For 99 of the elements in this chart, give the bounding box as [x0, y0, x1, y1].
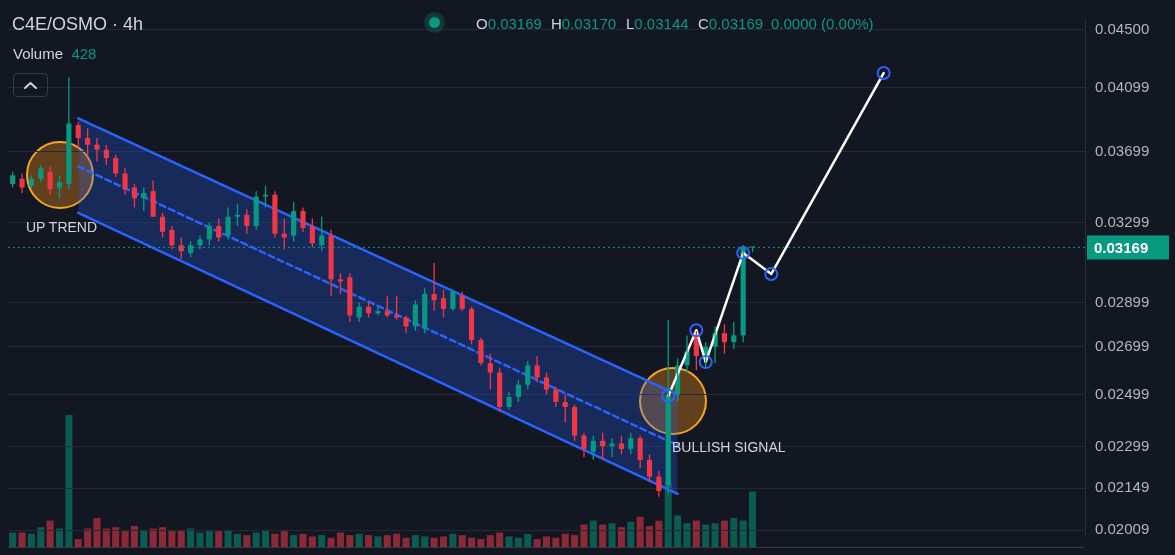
- bar: [458, 535, 466, 547]
- bar: [37, 527, 45, 547]
- bar: [599, 524, 607, 547]
- bar: [580, 524, 588, 547]
- bar: [589, 520, 597, 547]
- bar: [318, 535, 326, 547]
- bar: [739, 520, 747, 547]
- bar: [65, 415, 73, 547]
- bar: [308, 536, 316, 547]
- bar: [112, 527, 120, 547]
- bar: [159, 527, 167, 547]
- bar: [402, 537, 410, 547]
- bar: [702, 524, 710, 547]
- bar: [243, 535, 251, 547]
- chart-title: C4E/OSMO · 4h: [12, 14, 144, 34]
- bar: [552, 537, 560, 547]
- y-tick-label: 0.02149: [1095, 478, 1150, 496]
- bar: [140, 529, 148, 547]
- bar: [374, 536, 382, 547]
- bar: [280, 531, 288, 547]
- bar: [346, 535, 354, 547]
- bar: [187, 528, 195, 547]
- bar: [84, 528, 92, 547]
- bar: [290, 535, 298, 547]
- annotation: O0.03169: [476, 15, 542, 32]
- bar: [336, 532, 344, 547]
- annotation: BULLISH SIGNAL: [672, 439, 786, 455]
- bar: [468, 537, 476, 547]
- bar: [636, 516, 644, 547]
- y-tick-label: 0.03699: [1095, 141, 1150, 159]
- bar: [27, 533, 35, 547]
- bar: [262, 529, 270, 547]
- bar: [411, 535, 419, 547]
- bar: [627, 521, 635, 547]
- bar: [93, 517, 101, 547]
- bar: [233, 533, 241, 547]
- bar: [393, 533, 401, 547]
- bar: [327, 537, 335, 547]
- bar: [430, 537, 438, 547]
- bar: [383, 535, 391, 547]
- y-tick-label: 0.03299: [1095, 212, 1150, 230]
- y-tick-label: 0.02009: [1095, 520, 1150, 538]
- bar: [130, 525, 138, 547]
- bar: [730, 517, 738, 547]
- bar: [608, 523, 616, 547]
- bar: [365, 535, 373, 547]
- bar: [421, 536, 429, 547]
- bar: [683, 523, 691, 547]
- bar: [486, 535, 494, 547]
- annotation: Volume 428: [13, 45, 97, 62]
- y-tick-label: 0.02899: [1095, 292, 1150, 310]
- bar: [271, 533, 279, 547]
- annotation: UP TREND: [26, 219, 98, 235]
- bar: [215, 531, 223, 547]
- bar: [56, 528, 64, 547]
- bar: [542, 536, 551, 547]
- bar: [674, 515, 682, 547]
- bar: [617, 527, 625, 547]
- bar: [299, 533, 307, 547]
- annotation: C0.03169: [698, 15, 764, 32]
- bar: [355, 533, 363, 547]
- bar: [505, 536, 513, 547]
- bar: [46, 520, 54, 547]
- bar: [121, 531, 129, 547]
- bar: [177, 529, 185, 547]
- bar: [571, 535, 579, 547]
- annotation: L0.03144: [626, 15, 689, 32]
- annotation: H0.03170: [551, 15, 617, 32]
- bar: [102, 528, 110, 547]
- bar: [496, 532, 504, 547]
- bar: [655, 520, 663, 547]
- bar: [711, 523, 719, 547]
- bar: [720, 520, 728, 547]
- bar: [646, 525, 654, 547]
- bar: [514, 537, 522, 547]
- bar: [9, 532, 17, 547]
- y-tick-label: 0.04500: [1095, 20, 1150, 38]
- bar: [477, 539, 485, 547]
- bar: [692, 520, 700, 547]
- ref-line-label: 0.03169: [1094, 238, 1149, 256]
- bar: [18, 532, 26, 547]
- y-tick-label: 0.02499: [1095, 384, 1150, 402]
- bar: [224, 529, 232, 547]
- bar: [252, 532, 260, 547]
- y-tick-label: 0.04099: [1095, 77, 1150, 95]
- bar: [205, 531, 213, 547]
- annotation: 0.0000 (0.00%): [771, 15, 874, 32]
- bar: [149, 528, 157, 547]
- bar: [74, 539, 82, 547]
- y-tick-label: 0.02299: [1095, 436, 1150, 454]
- bar: [439, 536, 447, 547]
- bar: [533, 539, 541, 547]
- bar: [749, 491, 757, 547]
- bar: [168, 531, 176, 547]
- bar: [449, 533, 457, 547]
- y-tick-label: 0.02699: [1095, 337, 1150, 355]
- bar: [524, 533, 532, 547]
- bar: [561, 533, 569, 547]
- bar: [196, 532, 204, 547]
